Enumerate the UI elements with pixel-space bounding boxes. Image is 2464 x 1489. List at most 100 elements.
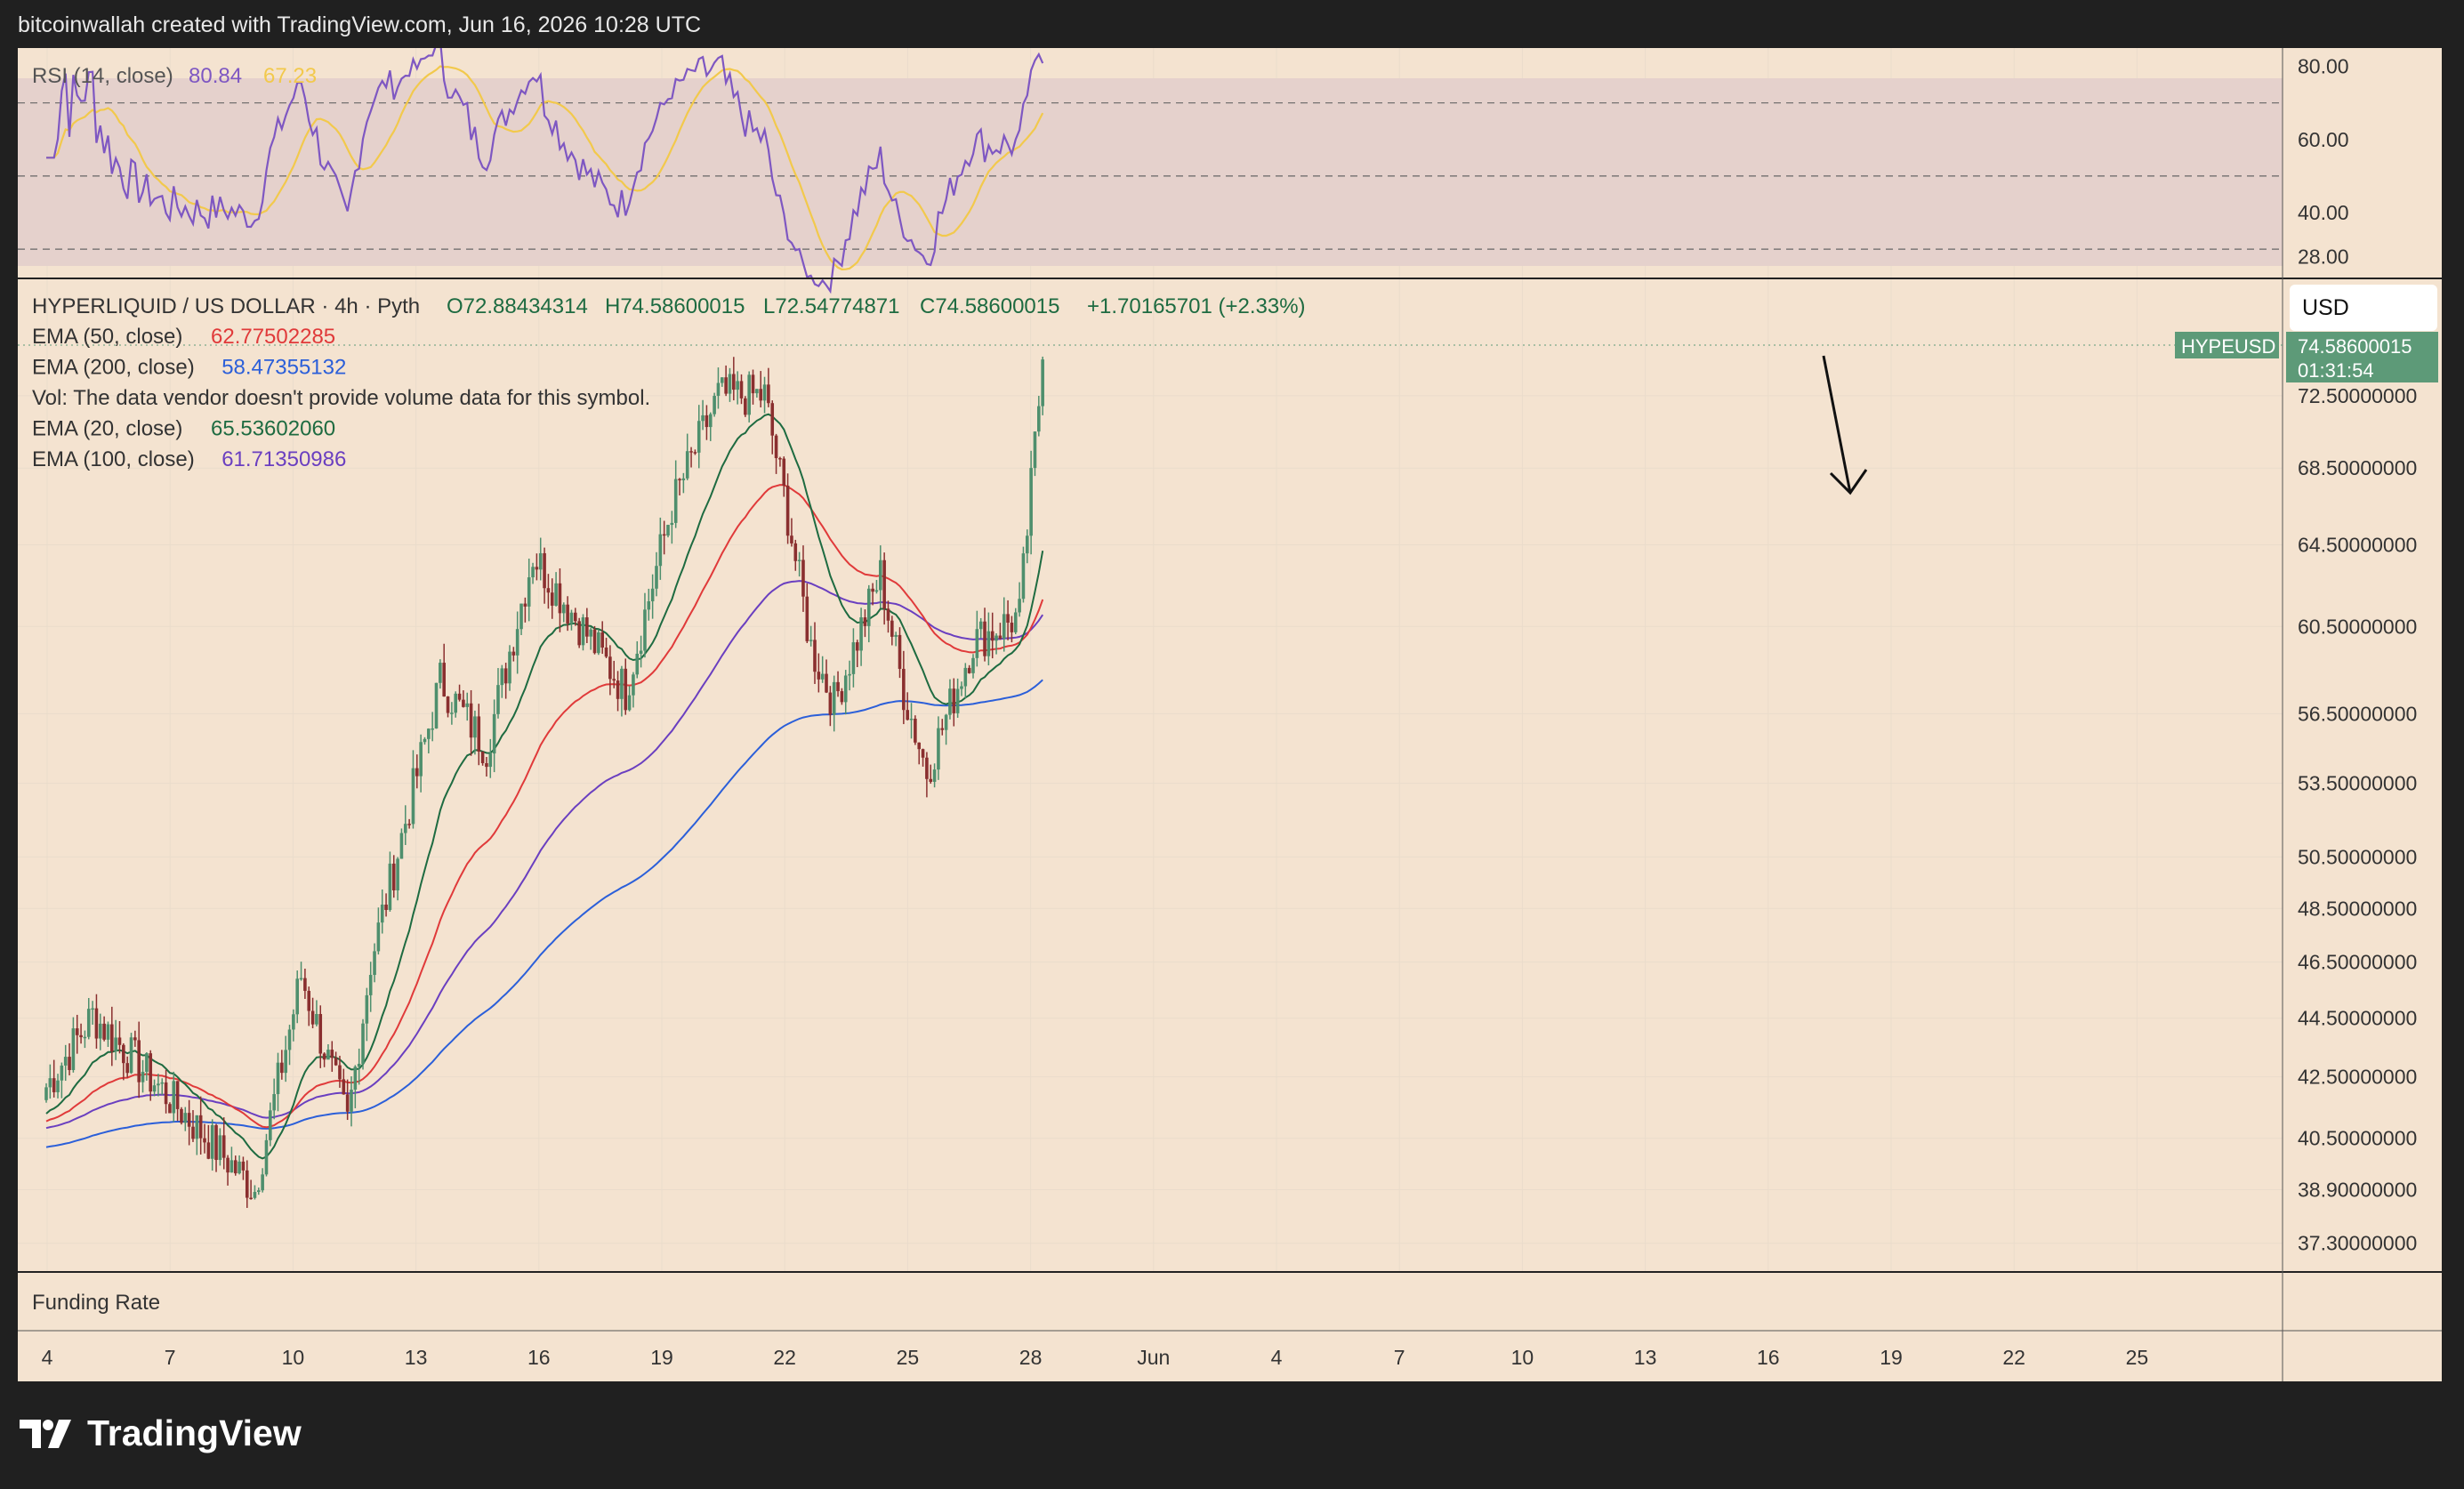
candle-body [960, 686, 963, 689]
x-axis-tick-label: 28 [1019, 1346, 1043, 1369]
candle-body [233, 1160, 238, 1174]
candle-body [639, 650, 643, 654]
x-axis-tick-label: 16 [1757, 1346, 1780, 1369]
indicator-label: EMA (20, close) [32, 417, 182, 441]
candle-body [477, 716, 481, 752]
price-tag-symbol: HYPEUSD [2181, 335, 2275, 358]
candle-body [353, 1066, 358, 1091]
rsi-axis-tick-label: 28.00 [2298, 245, 2349, 268]
candle-body [391, 863, 396, 890]
candle-body [546, 588, 551, 593]
candle-body [295, 978, 300, 1015]
candle-body [894, 634, 898, 637]
candle-body [708, 414, 713, 428]
candles [44, 356, 1044, 1208]
chart-canvas[interactable]: RSI (14, close) 80.84 67.23 80.0060.0040… [18, 48, 2442, 1381]
price-axis-tick-label: 50.50000000 [2298, 845, 2417, 868]
candle-body [322, 1053, 326, 1060]
rsi-legend-value: 80.84 [189, 64, 242, 88]
candle-body [855, 642, 859, 651]
candle-body [836, 681, 840, 692]
candle-body [299, 978, 303, 980]
candle-body [44, 1087, 48, 1100]
price-axis-tick-label: 48.50000000 [2298, 897, 2417, 920]
candle-body [79, 1034, 83, 1038]
candle-body [48, 1078, 52, 1088]
price-axis-tick-label: 42.50000000 [2298, 1066, 2417, 1089]
candle-body [357, 1063, 361, 1067]
candle-body [380, 904, 384, 923]
indicator-value: 58.47355132 [221, 356, 346, 380]
rsi-axis-tick-label: 60.00 [2298, 128, 2349, 151]
candle-body [759, 389, 763, 401]
price-axis-tick-label: 60.50000000 [2298, 615, 2417, 638]
candle-body [473, 716, 477, 738]
candle-body [462, 699, 465, 707]
ohlc-open: O72.88434314 [447, 294, 588, 318]
candle-body [1018, 599, 1021, 613]
candle-body [180, 1108, 183, 1123]
candle-body [632, 674, 635, 696]
candle-body [902, 668, 906, 711]
candle-body [1037, 406, 1041, 432]
price-axis-tick-label: 53.50000000 [2298, 772, 2417, 795]
price-tag-countdown: 01:31:54 [2298, 359, 2374, 382]
candle-body [411, 768, 415, 825]
candle-body [457, 693, 462, 700]
candle-body [724, 377, 728, 394]
price-axis-tick-label: 38.90000000 [2298, 1179, 2417, 1202]
candle-body [310, 1010, 315, 1025]
candle-body [206, 1142, 211, 1159]
candle-body [955, 688, 960, 713]
candle-body [238, 1161, 241, 1174]
candle-body [948, 688, 952, 715]
candle-body [550, 592, 554, 606]
chart-area[interactable]: RSI (14, close) 80.84 67.23 80.00 60.00 40… [18, 48, 2442, 1381]
indicator-label: EMA (100, close) [32, 447, 195, 471]
candle-body [848, 673, 851, 676]
rsi-band [18, 78, 2283, 266]
candle-body [879, 559, 882, 591]
candle-body [940, 728, 945, 730]
candle-body [511, 651, 516, 656]
candle-body [906, 710, 909, 720]
candle-body [1010, 623, 1014, 632]
candle-body [751, 374, 755, 394]
candle-body [249, 1197, 253, 1200]
candle-body [480, 751, 485, 764]
candle-body [125, 1063, 129, 1074]
candle-body [604, 647, 608, 657]
candle-body [515, 629, 519, 656]
candle-body [141, 1071, 145, 1083]
candle-body [229, 1160, 234, 1173]
price-axis: 72.50000000 68.50000000 64.50000000 60.5000… [2298, 384, 2417, 1255]
candle-body [909, 719, 914, 720]
candle-body [318, 1014, 323, 1054]
candle-body [94, 1008, 99, 1039]
candle-body [496, 685, 500, 714]
candle-body [152, 1085, 157, 1092]
candle-body [98, 1023, 102, 1039]
candle-body [315, 1014, 318, 1025]
candle-body [60, 1065, 64, 1081]
candle-body [627, 695, 632, 711]
candle-body [600, 632, 604, 648]
candle-body [990, 631, 994, 641]
candle-body [805, 596, 809, 641]
candle-body [994, 635, 998, 641]
currency-selector[interactable]: USD [2290, 285, 2437, 331]
candle-body [701, 415, 705, 422]
candle-body [63, 1057, 68, 1066]
rsi-legend-ma-value: 67.23 [263, 64, 317, 88]
tradingview-footer: TradingView [20, 1413, 302, 1454]
candle-body [978, 621, 983, 630]
tradingview-wordmark: TradingView [87, 1413, 302, 1453]
price-axis-tick-label: 37.30000000 [2298, 1232, 2417, 1255]
candle-body [843, 675, 848, 703]
candle-body [713, 396, 716, 415]
candle-body [396, 858, 399, 890]
candle-body [269, 1110, 272, 1140]
candle-body [145, 1053, 149, 1072]
candle-body [256, 1190, 261, 1193]
x-axis-tick-label: 13 [1634, 1346, 1657, 1369]
